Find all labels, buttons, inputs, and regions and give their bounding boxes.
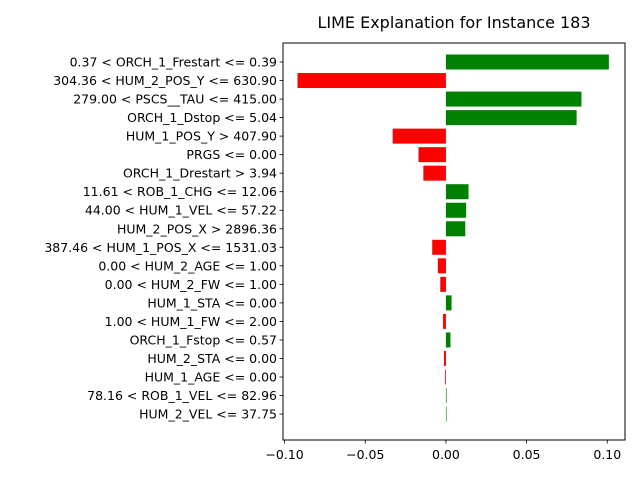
plot-frame bbox=[282, 42, 626, 441]
y-tick-label-7: 11.61 < ROB_1_CHG <= 12.06 bbox=[83, 184, 277, 199]
bar-5 bbox=[418, 147, 446, 163]
x-tick-label-1: −0.05 bbox=[346, 447, 384, 462]
bar-18 bbox=[445, 388, 447, 404]
bar-10 bbox=[432, 239, 446, 255]
y-tick-label-5: PRGS <= 0.00 bbox=[186, 147, 277, 162]
bar-11 bbox=[437, 258, 446, 274]
bar-7 bbox=[445, 184, 469, 200]
y-tick-label-4: HUM_1_POS_Y > 407.90 bbox=[126, 129, 277, 144]
y-tick-labels: 0.37 < ORCH_1_Frestart <= 0.39 304.36 < H… bbox=[44, 55, 283, 422]
bar-19 bbox=[445, 406, 447, 422]
y-tick-label-2: 279.00 < PSCS__TAU <= 415.00 bbox=[73, 92, 277, 107]
bar-14 bbox=[443, 313, 446, 329]
y-tick-label-18: 78.16 < ROB_1_VEL <= 82.96 bbox=[87, 388, 277, 403]
y-tick-label-3: ORCH_1_Dstop <= 5.04 bbox=[127, 110, 277, 125]
bar-12 bbox=[440, 276, 446, 292]
bar-3 bbox=[445, 110, 577, 126]
y-tick-label-11: 0.00 < HUM_2_AGE <= 1.00 bbox=[98, 258, 277, 273]
y-tick-label-13: HUM_1_STA <= 0.00 bbox=[147, 295, 277, 310]
bar-9 bbox=[445, 221, 466, 237]
bar-6 bbox=[423, 165, 446, 181]
x-tick-label-0: −0.10 bbox=[265, 447, 303, 462]
y-tick-label-12: 0.00 < HUM_2_FW <= 1.00 bbox=[105, 277, 277, 292]
x-tick-label-2: 0.00 bbox=[432, 447, 460, 462]
y-tick-label-1: 304.36 < HUM_2_POS_Y <= 630.90 bbox=[53, 73, 277, 88]
bar-13 bbox=[445, 295, 452, 311]
y-tick-label-10: 387.46 < HUM_1_POS_X <= 1531.03 bbox=[44, 240, 277, 255]
bar-15 bbox=[445, 332, 451, 348]
y-tick-label-17: HUM_1_AGE <= 0.00 bbox=[145, 370, 277, 385]
bar-16 bbox=[443, 350, 446, 366]
x-axis-ticks: −0.10 −0.05 0.00 0.05 0.10 bbox=[265, 440, 621, 462]
bars-layer bbox=[297, 54, 609, 422]
bar-8 bbox=[445, 202, 467, 218]
chart-title: LIME Explanation for Instance 183 bbox=[317, 13, 590, 32]
bar-2 bbox=[445, 91, 582, 107]
y-tick-label-6: ORCH_1_Drestart > 3.94 bbox=[123, 166, 277, 181]
x-tick-label-3: 0.05 bbox=[513, 447, 541, 462]
y-tick-label-19: HUM_2_VEL <= 37.75 bbox=[139, 407, 277, 422]
y-tick-label-0: 0.37 < ORCH_1_Frestart <= 0.39 bbox=[70, 55, 277, 70]
bar-1 bbox=[297, 73, 446, 89]
y-tick-label-9: HUM_2_POS_X > 2896.36 bbox=[117, 221, 277, 236]
y-tick-label-8: 44.00 < HUM_1_VEL <= 57.22 bbox=[85, 203, 277, 218]
x-tick-label-4: 0.10 bbox=[593, 447, 621, 462]
y-tick-label-14: 1.00 < HUM_1_FW <= 2.00 bbox=[105, 314, 277, 329]
bar-0 bbox=[445, 54, 609, 70]
bar-17 bbox=[445, 369, 446, 385]
y-tick-label-15: ORCH_1_Fstop <= 0.57 bbox=[130, 332, 277, 347]
y-tick-label-16: HUM_2_STA <= 0.00 bbox=[147, 351, 277, 366]
bar-4 bbox=[392, 128, 446, 144]
